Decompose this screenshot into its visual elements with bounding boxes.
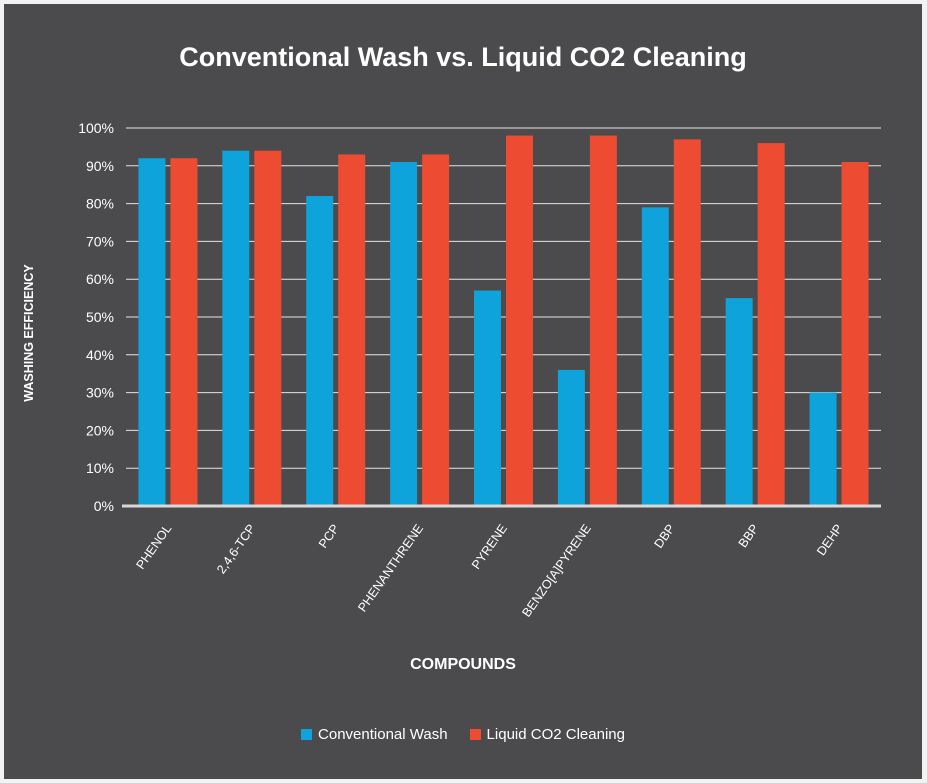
x-axis-label: COMPOUNDS bbox=[410, 656, 516, 673]
y-tick-label: 90% bbox=[86, 158, 114, 174]
x-tick-label: PYRENE bbox=[469, 522, 510, 572]
legend-label-conventional: Conventional Wash bbox=[318, 726, 448, 743]
x-tick-label: PCP bbox=[316, 522, 342, 551]
x-tick-label: PHENANTHRENE bbox=[355, 522, 426, 615]
bar-conventional bbox=[725, 298, 753, 506]
legend-swatch-conventional bbox=[301, 729, 313, 740]
bar-chart: 0% 10% 20% 30% 40% 50% 60% 70% 80% 90% 100% PHENOL 2… bbox=[78, 120, 881, 620]
y-tick-label: 50% bbox=[86, 309, 114, 325]
bar-conventional bbox=[138, 158, 166, 507]
legend-label-liquid-co2: Liquid CO2 Cleaning bbox=[486, 726, 625, 743]
bar-liquid-co2 bbox=[170, 158, 198, 507]
bar-liquid-co2 bbox=[254, 150, 282, 506]
legend: Conventional Wash Liquid CO2 Cleaning bbox=[4, 726, 922, 743]
x-tick-label: PHENOL bbox=[133, 522, 174, 572]
legend-item-conventional: Conventional Wash bbox=[301, 726, 448, 743]
y-tick-label: 10% bbox=[86, 460, 114, 476]
y-tick-label: 30% bbox=[86, 385, 114, 401]
x-tick-label: BBP bbox=[736, 522, 762, 551]
bar-conventional bbox=[390, 162, 418, 506]
x-tick-label: 2,4,6-TCP bbox=[214, 522, 258, 577]
bar-liquid-co2 bbox=[757, 143, 785, 506]
bar-conventional bbox=[474, 290, 501, 506]
chart-panel: Conventional Wash vs. Liquid CO2 Cleanin… bbox=[4, 4, 922, 779]
y-tick-label: 60% bbox=[86, 271, 114, 287]
bar-liquid-co2 bbox=[506, 135, 533, 506]
y-tick-label: 80% bbox=[86, 196, 114, 212]
bar-conventional bbox=[641, 207, 669, 506]
y-tick-label: 20% bbox=[86, 422, 114, 438]
x-tick-label: DEHP bbox=[814, 522, 845, 558]
legend-item-liquid-co2: Liquid CO2 Cleaning bbox=[469, 726, 625, 743]
legend-swatch-liquid-co2 bbox=[469, 729, 481, 740]
chart-title: Conventional Wash vs. Liquid CO2 Cleanin… bbox=[179, 42, 747, 72]
y-tick-label: 40% bbox=[86, 347, 114, 363]
bar-conventional bbox=[306, 196, 334, 507]
y-tick-label: 70% bbox=[86, 233, 114, 249]
bar-liquid-co2 bbox=[422, 154, 450, 506]
bar-conventional bbox=[557, 369, 585, 506]
bar-liquid-co2 bbox=[673, 139, 701, 506]
bar-conventional bbox=[809, 392, 837, 506]
bar-liquid-co2 bbox=[589, 135, 617, 506]
bar-liquid-co2 bbox=[338, 154, 366, 506]
y-tick-label: 100% bbox=[78, 120, 114, 136]
x-tick-label: BENZO[A]PYRENE bbox=[519, 522, 593, 620]
x-tick-label: DBP bbox=[652, 522, 678, 551]
bar-conventional bbox=[222, 150, 250, 506]
bar-liquid-co2 bbox=[841, 162, 869, 506]
y-tick-label: 0% bbox=[94, 498, 114, 514]
